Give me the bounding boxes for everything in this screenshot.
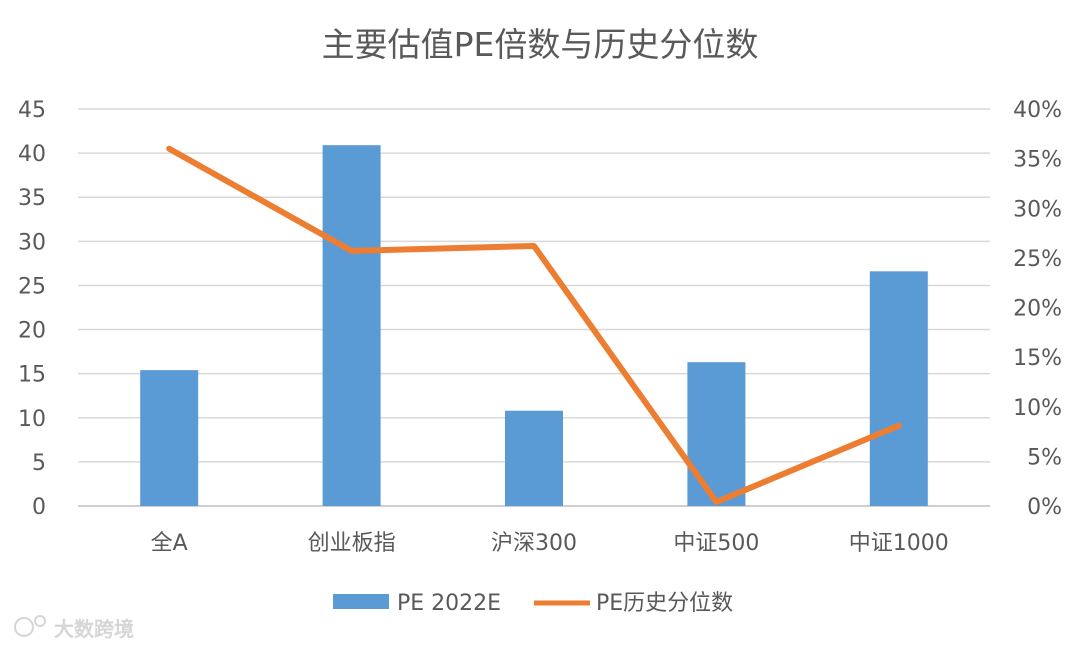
category-label: 全A [151, 531, 188, 556]
left-tick-label: 45 [18, 98, 46, 123]
watermark: 大数跨境 [14, 615, 134, 641]
bar [505, 410, 563, 506]
left-tick-label: 30 [18, 230, 46, 255]
left-tick-label: 10 [18, 407, 46, 432]
watermark-text: 大数跨境 [54, 617, 134, 641]
left-tick-label: 35 [18, 186, 46, 211]
line-series [166, 145, 902, 506]
category-label: 沪深300 [491, 531, 577, 556]
right-tick-label: 5% [1027, 445, 1062, 470]
right-tick-label: 30% [1013, 197, 1062, 222]
chart-title: 主要估值PE倍数与历史分位数 [322, 25, 759, 64]
left-tick-label: 20 [18, 319, 46, 344]
line-point [897, 424, 900, 427]
bar [687, 362, 746, 506]
line-point [168, 147, 171, 150]
line-point [350, 249, 353, 252]
left-tick-label: 40 [18, 142, 46, 167]
left-tick-label: 5 [32, 451, 46, 476]
right-tick-label: 25% [1013, 247, 1062, 272]
bar [322, 145, 381, 506]
category-labels: 全A 创业板指 沪深300 中证500 中证1000 [151, 531, 949, 556]
bar [869, 271, 928, 506]
gridlines [78, 108, 990, 507]
right-tick-label: 10% [1013, 396, 1062, 421]
bar [140, 370, 199, 506]
line-point [533, 244, 535, 247]
category-label: 中证1000 [849, 531, 949, 556]
right-tick-label: 15% [1013, 346, 1062, 371]
left-tick-label: 25 [18, 274, 46, 299]
bar-series [140, 145, 928, 506]
right-axis-ticks: 0% 5% 10% 15% 20% 25% 30% 35% 40% [1013, 98, 1062, 520]
category-label: 中证500 [673, 531, 759, 556]
left-axis-ticks: 0 5 10 15 20 25 30 35 40 45 [18, 98, 46, 520]
left-tick-label: 15 [18, 363, 46, 388]
legend-swatch-bar [333, 594, 389, 609]
right-tick-label: 20% [1013, 297, 1062, 322]
legend-label-bar: PE 2022E [397, 591, 501, 616]
watermark-logo-dot [34, 615, 46, 627]
right-tick-label: 35% [1013, 148, 1062, 173]
category-label: 创业板指 [308, 531, 396, 556]
legend: PE 2022E PE历史分位数 [333, 591, 733, 616]
line-point [715, 501, 718, 504]
legend-label-line: PE历史分位数 [596, 591, 733, 616]
left-tick-label: 0 [32, 495, 46, 520]
right-tick-label: 40% [1013, 98, 1062, 123]
watermark-logo-icon [14, 617, 34, 637]
right-tick-label: 0% [1027, 495, 1062, 520]
